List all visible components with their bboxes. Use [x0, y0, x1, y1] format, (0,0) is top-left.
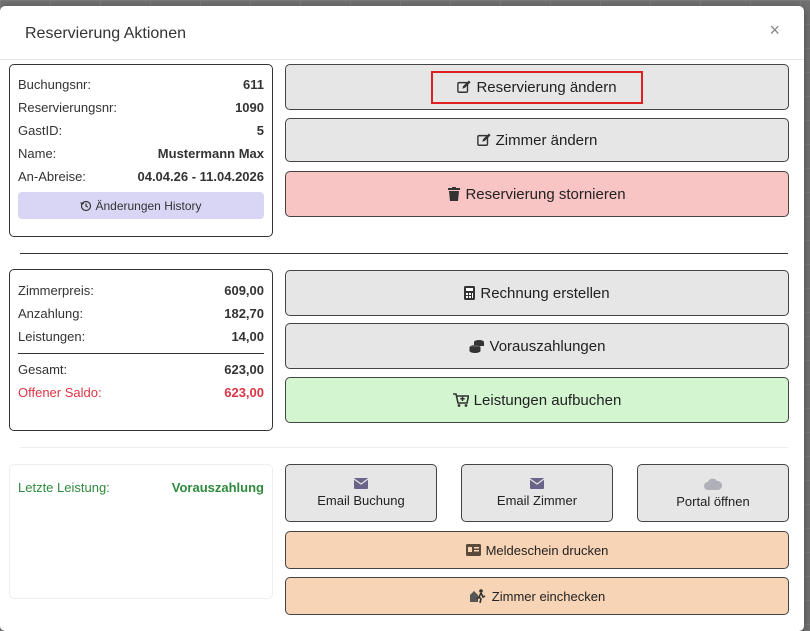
edit-reservation-button[interactable]: Reservierung ändern	[285, 64, 789, 110]
change-history-label: Änderungen History	[95, 198, 202, 213]
print-registration-button[interactable]: Meldeschein drucken	[285, 531, 789, 569]
last-service-card: Letzte Leistung: Vorauszahlung	[9, 464, 273, 599]
cancel-reservation-label: Reservierung stornieren	[465, 185, 626, 203]
email-room-button[interactable]: Email Zimmer	[461, 464, 613, 522]
guest-name-value: Mustermann Max	[157, 146, 264, 161]
total-row: Gesamt: 623,00	[10, 358, 272, 381]
open-portal-label: Portal öffnen	[676, 493, 750, 509]
guest-id-value: 5	[256, 123, 264, 138]
deposit-row: Anzahlung: 182,70	[10, 302, 272, 325]
services-row: Leistungen: 14,00	[10, 325, 272, 348]
section-divider-light	[20, 447, 788, 448]
history-icon	[80, 200, 92, 211]
last-service-row: Letzte Leistung: Vorauszahlung	[10, 476, 272, 499]
id-card-icon	[465, 544, 481, 556]
booking-number-label: Buchungsnr:	[18, 77, 91, 92]
deposit-label: Anzahlung:	[18, 306, 84, 321]
section-divider	[20, 253, 788, 254]
reservation-number-value: 1090	[235, 100, 264, 115]
guest-name-row: Name: Mustermann Max	[10, 142, 272, 165]
coins-icon	[469, 340, 484, 353]
guest-id-row: GastID: 5	[10, 119, 272, 142]
edit-icon	[457, 80, 472, 93]
reservation-number-row: Reservierungsnr: 1090	[10, 96, 272, 119]
check-in-room-button[interactable]: Zimmer einchecken	[285, 577, 789, 615]
guest-name-label: Name:	[18, 146, 57, 161]
deposit-value: 182,70	[224, 306, 264, 321]
envelope-icon	[354, 478, 368, 489]
services-label: Leistungen:	[18, 329, 86, 344]
total-divider	[18, 353, 264, 354]
booking-number-value: 611	[243, 77, 264, 92]
open-balance-label: Offener Saldo:	[18, 385, 102, 400]
stay-dates-row: An-Abreise: 04.04.26 - 11.04.2026	[10, 165, 272, 188]
prepayments-button[interactable]: Vorauszahlungen	[285, 323, 789, 369]
create-invoice-button[interactable]: Rechnung erstellen	[285, 270, 789, 316]
email-booking-label: Email Buchung	[317, 493, 405, 508]
envelope-icon	[530, 478, 544, 489]
billing-card: Zimmerpreis: 609,00 Anzahlung: 182,70 Le…	[9, 269, 273, 431]
email-room-label: Email Zimmer	[496, 493, 578, 508]
cart-plus-icon	[452, 393, 469, 407]
room-price-row: Zimmerpreis: 609,00	[10, 279, 272, 302]
guest-id-label: GastID:	[18, 123, 63, 138]
cancel-reservation-button[interactable]: Reservierung stornieren	[285, 171, 789, 217]
edit-reservation-highlight: Reservierung ändern	[431, 70, 643, 104]
change-history-button[interactable]: Änderungen History	[18, 192, 264, 219]
last-service-value: Vorauszahlung	[171, 480, 264, 495]
open-balance-row: Offener Saldo: 623,00	[10, 381, 272, 404]
change-room-button[interactable]: Zimmer ändern	[285, 118, 789, 162]
calculator-icon	[464, 286, 476, 300]
edit-reservation-label: Reservierung ändern	[476, 78, 617, 96]
close-button[interactable]: ×	[769, 20, 780, 40]
print-registration-label: Meldeschein drucken	[485, 542, 609, 558]
book-services-label: Leistungen aufbuchen	[473, 391, 622, 409]
check-in-room-label: Zimmer einchecken	[491, 588, 606, 604]
cloud-icon	[704, 478, 722, 490]
room-price-label: Zimmerpreis:	[18, 283, 94, 298]
dialog-title: Reservierung Aktionen	[25, 25, 186, 42]
open-portal-button[interactable]: Portal öffnen	[637, 464, 789, 522]
trash-icon	[448, 187, 461, 201]
services-value: 14,00	[231, 329, 264, 344]
book-services-button[interactable]: Leistungen aufbuchen	[285, 377, 789, 423]
last-service-label: Letzte Leistung:	[18, 480, 110, 495]
dialog-header: Reservierung Aktionen ×	[0, 6, 804, 60]
booking-info-card: Buchungsnr: 611 Reservierungsnr: 1090 Ga…	[9, 64, 273, 237]
open-balance-value: 623,00	[224, 385, 264, 400]
booking-number-row: Buchungsnr: 611	[10, 73, 272, 96]
person-walking-door-icon	[469, 589, 486, 603]
change-room-label: Zimmer ändern	[495, 131, 598, 149]
email-booking-button[interactable]: Email Buchung	[285, 464, 437, 522]
room-price-value: 609,00	[224, 283, 264, 298]
stay-dates-label: An-Abreise:	[18, 169, 86, 184]
create-invoice-label: Rechnung erstellen	[480, 284, 610, 302]
reservation-number-label: Reservierungsnr:	[18, 100, 117, 115]
prepayments-label: Vorauszahlungen	[489, 337, 606, 355]
total-label: Gesamt:	[18, 362, 68, 377]
edit-icon	[476, 133, 491, 146]
stay-dates-value: 04.04.26 - 11.04.2026	[137, 169, 264, 184]
total-value: 623,00	[224, 362, 264, 377]
